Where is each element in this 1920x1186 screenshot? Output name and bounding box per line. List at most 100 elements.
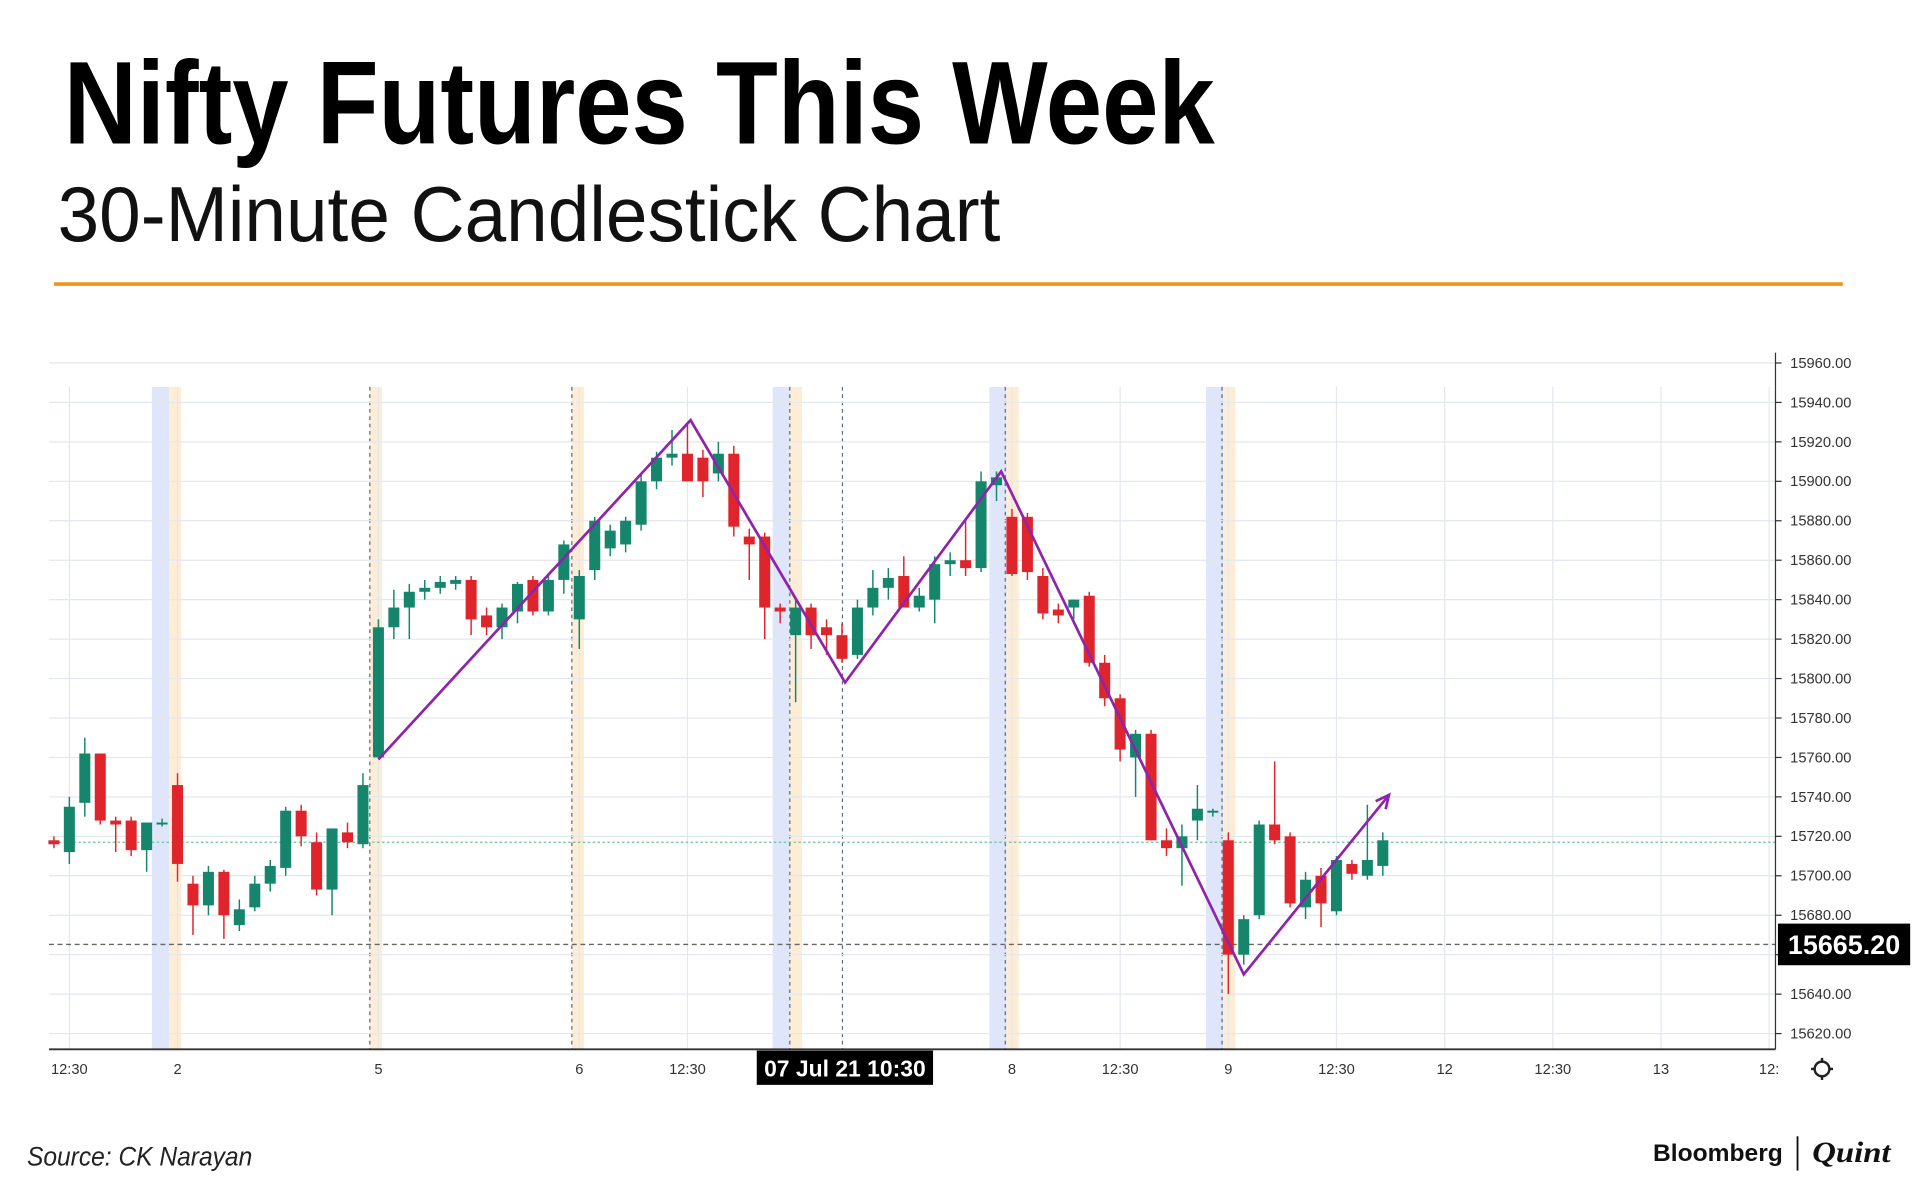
candle-body xyxy=(1068,599,1080,608)
candle-body xyxy=(141,822,153,851)
candle-body xyxy=(1284,836,1296,904)
candle-body xyxy=(1207,810,1219,813)
candle-body xyxy=(419,587,431,592)
candle-body xyxy=(326,828,338,890)
candle-body xyxy=(450,579,462,584)
y-tick-label: 15620.00 xyxy=(1790,1026,1851,1042)
x-tick-label: 6 xyxy=(575,1062,583,1078)
candle-body xyxy=(1114,698,1126,750)
candle-body xyxy=(48,840,60,845)
candle-body xyxy=(403,591,415,608)
candle-body xyxy=(944,560,956,565)
candle-body xyxy=(1300,879,1312,908)
candle-body xyxy=(743,536,755,545)
candle-body xyxy=(1176,836,1188,849)
y-tick-label: 15900.00 xyxy=(1790,474,1851,490)
y-tick-label: 15640.00 xyxy=(1790,987,1851,1003)
candle-body xyxy=(851,607,863,655)
x-tick-label: 9 xyxy=(1224,1062,1232,1078)
candle-body xyxy=(1346,863,1358,874)
candle-body xyxy=(790,607,802,636)
y-tick-label: 15740.00 xyxy=(1790,790,1851,806)
y-tick-label: 15920.00 xyxy=(1790,435,1851,451)
x-tick-label: 13 xyxy=(1653,1062,1669,1078)
y-tick-label: 15720.00 xyxy=(1790,829,1851,845)
candle-body xyxy=(1269,824,1281,841)
y-tick-label: 15820.00 xyxy=(1790,632,1851,648)
candle-body xyxy=(357,785,369,845)
candle-body xyxy=(882,577,894,588)
candle-body xyxy=(1253,824,1265,916)
x-tick-label: 12:30 xyxy=(669,1062,706,1078)
y-tick-label: 15700.00 xyxy=(1790,869,1851,885)
candle-body xyxy=(635,481,647,525)
candle-body xyxy=(172,785,184,864)
candle-body xyxy=(991,477,1003,486)
title: Nifty Futures This Week xyxy=(64,37,1216,168)
x-tick-label: 5 xyxy=(374,1062,382,1078)
candles xyxy=(48,417,1391,995)
candle-body xyxy=(63,806,75,853)
candle-body xyxy=(434,581,446,588)
last-price-tag xyxy=(1777,923,1911,966)
candle-body xyxy=(1160,840,1173,849)
candle-body xyxy=(975,481,987,569)
candle-body xyxy=(573,575,585,620)
x-tick-label: 2 xyxy=(173,1062,181,1078)
x-tick-label: 12:30 xyxy=(1102,1062,1139,1078)
candle-body xyxy=(1191,808,1203,821)
candle-body xyxy=(1222,840,1234,955)
candle-body xyxy=(1037,575,1049,614)
x-tick-label: 8 xyxy=(1008,1062,1016,1078)
candle-body xyxy=(1021,516,1033,573)
candle-body xyxy=(1238,919,1250,955)
candle-body xyxy=(960,560,972,569)
candle-body xyxy=(388,607,400,628)
candle-body xyxy=(1130,733,1142,758)
candle-body xyxy=(542,579,554,612)
brand-left: Bloomberg xyxy=(1653,1140,1783,1167)
crosshair-label: 07 Jul 21 10:30 xyxy=(764,1055,926,1081)
candle-body xyxy=(372,627,384,758)
candle-body xyxy=(558,544,570,580)
candle-body xyxy=(1099,662,1111,699)
candle-body xyxy=(79,753,91,803)
candle-body xyxy=(280,810,292,868)
candle-body xyxy=(110,820,122,825)
candle-body xyxy=(774,607,786,612)
candle-body xyxy=(651,457,663,482)
candle-body xyxy=(295,810,307,837)
candle-body xyxy=(867,587,879,608)
candle-body xyxy=(1006,516,1018,575)
candle-body xyxy=(1083,595,1095,663)
y-tick-label: 15800.00 xyxy=(1790,671,1851,687)
candle-body xyxy=(465,579,477,620)
source: Source: CK Narayan xyxy=(27,1142,252,1172)
x-tick-label: 12:30 xyxy=(1318,1062,1355,1078)
candle-body xyxy=(125,820,137,851)
candle-body xyxy=(681,453,693,482)
candle-body xyxy=(728,453,740,527)
candle-body xyxy=(913,595,925,608)
candle-body xyxy=(249,883,261,908)
candle-body xyxy=(94,753,106,821)
candle-body xyxy=(821,627,833,636)
candle-body xyxy=(527,579,539,612)
crosshair-tag xyxy=(756,1050,934,1085)
candle-body xyxy=(898,575,910,608)
subtitle: 30-Minute Candlestick Chart xyxy=(58,170,1001,258)
candle-body xyxy=(481,615,493,628)
settings-icon[interactable] xyxy=(1810,1057,1834,1080)
candle-body xyxy=(511,583,523,612)
x-tick-label: 12 xyxy=(1436,1062,1452,1078)
y-tick-label: 15960.00 xyxy=(1790,356,1851,372)
x-tick-label: 12:30 xyxy=(1534,1062,1571,1078)
y-tick-label: 15780.00 xyxy=(1790,711,1851,727)
candle-body xyxy=(496,607,508,628)
candle-body xyxy=(311,842,323,890)
y-tick-label: 15860.00 xyxy=(1790,553,1851,569)
grid xyxy=(49,362,1776,1050)
y-tick-label: 15940.00 xyxy=(1790,395,1851,411)
